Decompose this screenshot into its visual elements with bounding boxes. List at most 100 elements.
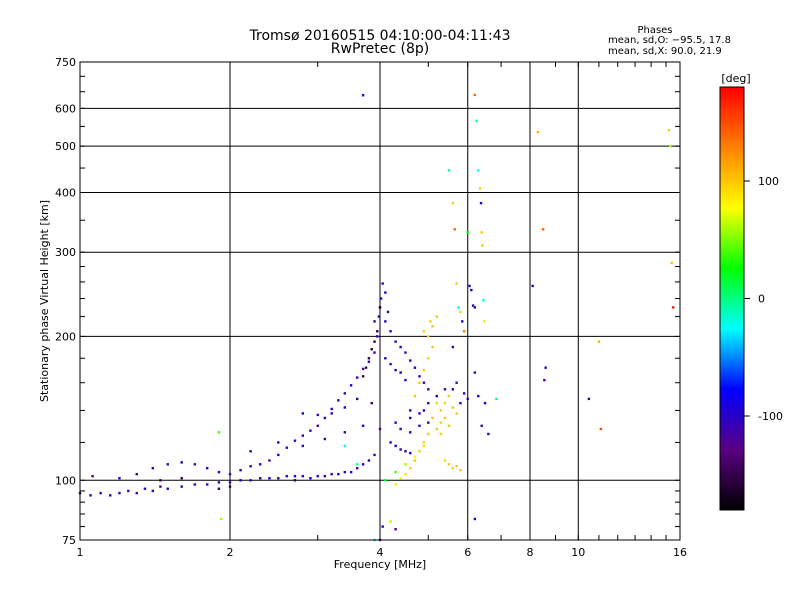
data-point [482, 299, 485, 302]
data-point [439, 432, 443, 436]
data-point [330, 407, 333, 411]
data-point [455, 282, 458, 285]
data-point [277, 453, 280, 457]
data-point [109, 494, 112, 497]
data-point [427, 432, 430, 436]
data-point [394, 421, 397, 424]
data-point [361, 463, 365, 466]
data-point [384, 291, 387, 294]
data-point [483, 320, 486, 323]
data-point [293, 479, 297, 482]
data-point [381, 525, 384, 528]
data-point [118, 491, 121, 495]
data-point [455, 412, 458, 415]
x-tick-label: 2 [227, 546, 234, 559]
data-point [451, 345, 455, 349]
data-point [389, 441, 392, 444]
data-point [180, 461, 183, 464]
data-point [143, 487, 147, 490]
data-point [462, 392, 466, 395]
data-point [378, 306, 382, 309]
y-tick-label: 750 [55, 56, 76, 69]
data-point [323, 416, 327, 420]
data-point [316, 424, 319, 428]
data-point [418, 412, 421, 415]
data-point [268, 477, 271, 480]
data-point [473, 306, 477, 309]
data-point [495, 397, 498, 401]
data-point [670, 261, 673, 265]
data-point [370, 348, 373, 351]
data-point [370, 401, 373, 405]
data-point [671, 306, 675, 309]
y-tick-label: 300 [55, 246, 76, 259]
colorbar-ticks: 100 0 -100 [744, 175, 783, 423]
data-point [404, 351, 407, 354]
data-point [435, 401, 438, 405]
data-point [239, 479, 242, 482]
data-point [459, 468, 462, 472]
phase-stats-o: mean, sd,O: −95.5, 17.8 [608, 35, 731, 46]
data-point [239, 468, 242, 472]
data-point [413, 394, 417, 398]
data-point [373, 453, 376, 457]
data-point [399, 477, 402, 480]
data-point [435, 315, 438, 318]
y-tick-label: 600 [55, 102, 76, 115]
data-point [301, 474, 305, 478]
data-point [413, 366, 417, 369]
data-point [277, 477, 280, 480]
data-point [259, 477, 262, 480]
data-point [418, 381, 421, 384]
data-point [367, 459, 371, 462]
data-point [367, 357, 371, 360]
data-point [477, 169, 480, 172]
colorbar [719, 86, 745, 511]
data-point [268, 459, 271, 462]
data-point [343, 444, 347, 448]
data-point [455, 381, 458, 384]
data-point [443, 401, 447, 405]
data-point [217, 487, 221, 490]
data-point [468, 284, 471, 288]
data-point [404, 472, 407, 476]
data-point [667, 128, 671, 132]
data-point [379, 297, 383, 300]
data-point [409, 359, 412, 362]
data-point [418, 450, 421, 453]
x-axis-ticks: 1 2 4 6 8 10 16 [77, 62, 687, 559]
data-point [277, 441, 280, 444]
data-point [466, 397, 469, 401]
data-point [473, 371, 477, 374]
data-point [166, 487, 169, 490]
y-tick-label: 75 [62, 534, 76, 547]
phase-stats-title: Phases [637, 25, 672, 36]
data-point [457, 306, 460, 309]
colorbar-tick-label: 0 [758, 293, 765, 306]
data-point [151, 466, 155, 470]
data-point [422, 381, 426, 384]
data-point [349, 470, 353, 474]
data-point [394, 340, 397, 343]
data-point [394, 470, 397, 474]
data-point [323, 474, 327, 478]
phase-stats-x: mean, sd,X: 90.0, 21.9 [608, 46, 722, 57]
data-point [343, 406, 347, 409]
data-point [193, 463, 197, 466]
chart-title: Tromsø 20160515 04:10:00-04:11:43 [249, 28, 511, 44]
data-point [451, 388, 455, 391]
y-axis-ticks: 75 100 200 300 400 500 600 750 [55, 56, 680, 547]
data-point [422, 330, 426, 333]
data-point [330, 472, 333, 476]
x-tick-label: 16 [673, 546, 687, 559]
data-point [394, 528, 397, 531]
data-point [301, 412, 305, 415]
data-point [477, 394, 480, 398]
data-point [466, 231, 469, 234]
data-point [389, 362, 392, 366]
data-point [394, 368, 397, 372]
data-point [376, 335, 379, 338]
data-point [541, 228, 545, 231]
data-point [399, 448, 402, 451]
y-tick-label: 100 [55, 474, 76, 487]
